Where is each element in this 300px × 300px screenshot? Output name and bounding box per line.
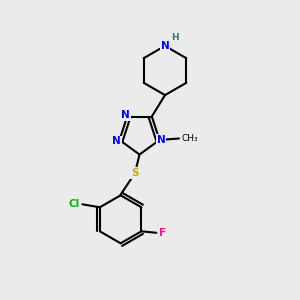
Text: Cl: Cl xyxy=(69,199,80,209)
Text: N: N xyxy=(112,136,121,146)
Text: N: N xyxy=(121,110,130,120)
Text: N: N xyxy=(160,41,169,51)
Text: S: S xyxy=(131,168,139,178)
Text: F: F xyxy=(159,228,166,238)
Text: CH₃: CH₃ xyxy=(182,134,198,143)
Text: N: N xyxy=(157,135,165,145)
Text: H: H xyxy=(172,33,179,42)
